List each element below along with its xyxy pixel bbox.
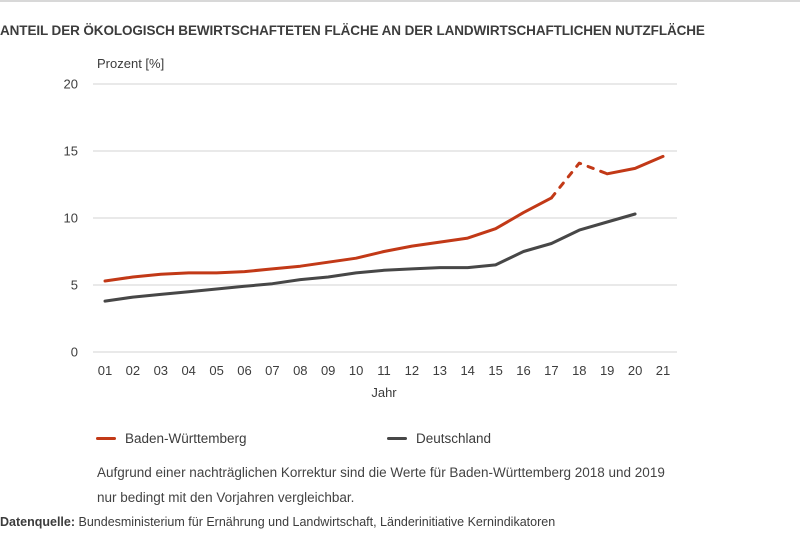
svg-text:07: 07 [265, 363, 279, 378]
svg-text:10: 10 [64, 211, 78, 226]
svg-text:21: 21 [656, 363, 670, 378]
svg-text:06: 06 [237, 363, 251, 378]
legend-label-baden-wuerttemberg: Baden-Württemberg [125, 431, 247, 446]
svg-text:05: 05 [209, 363, 223, 378]
svg-text:20: 20 [628, 363, 642, 378]
legend-swatch-deutschland-icon [387, 436, 407, 441]
x-tick-labels: 01 02 03 04 05 06 07 08 09 10 11 12 13 14 15 16 17 18 19 20… [98, 363, 670, 378]
svg-text:19: 19 [600, 363, 614, 378]
svg-text:20: 20 [64, 77, 78, 92]
svg-text:10: 10 [349, 363, 363, 378]
svg-text:04: 04 [181, 363, 195, 378]
legend-item-deutschland: Deutschland [387, 431, 491, 446]
y-gridlines [93, 83, 677, 353]
chart-footnote: Aufgrund einer nachträglichen Korrektur … [97, 460, 665, 510]
svg-text:02: 02 [126, 363, 140, 378]
svg-text:18: 18 [572, 363, 586, 378]
svg-text:12: 12 [405, 363, 419, 378]
svg-text:5: 5 [71, 278, 78, 293]
footnote-line-1: Aufgrund einer nachträglichen Korrektur … [97, 465, 665, 480]
svg-text:11: 11 [377, 363, 391, 378]
svg-text:15: 15 [488, 363, 502, 378]
svg-text:14: 14 [460, 363, 474, 378]
legend-label-deutschland: Deutschland [416, 431, 492, 446]
svg-text:09: 09 [321, 363, 335, 378]
svg-text:01: 01 [98, 363, 112, 378]
svg-text:08: 08 [293, 363, 307, 378]
svg-text:03: 03 [154, 363, 168, 378]
footnote-line-2: nur bedingt mit den Vorjahren vergleichb… [97, 490, 355, 505]
legend-item-baden-wuerttemberg: Baden-Württemberg [96, 431, 247, 446]
svg-text:0: 0 [71, 345, 78, 360]
chart-title: ANTEIL DER ÖKOLOGISCH BEWIRTSCHAFTETEN F… [0, 23, 705, 38]
series-baden-wuerttemberg-line-end [605, 154, 665, 176]
svg-text:16: 16 [516, 363, 530, 378]
y-axis-unit-label: Prozent [%] [97, 56, 165, 71]
legend-swatch-baden-wuerttemberg-icon [96, 436, 116, 441]
svg-text:13: 13 [433, 363, 447, 378]
y-tick-labels: 0 5 10 15 20 [64, 77, 78, 360]
svg-text:17: 17 [544, 363, 558, 378]
series-baden-wuerttemberg-dashed-segment [549, 161, 609, 200]
data-source-line: Datenquelle: Bundesministerium für Ernäh… [0, 515, 555, 529]
data-source-text: Bundesministerium für Ernährung und Land… [78, 515, 556, 529]
series-baden-wuerttemberg-line [103, 196, 553, 283]
svg-text:15: 15 [64, 144, 78, 159]
data-source-label: Datenquelle: [0, 515, 76, 529]
x-axis-title: Jahr [371, 385, 397, 400]
series-deutschland-line [103, 212, 637, 303]
